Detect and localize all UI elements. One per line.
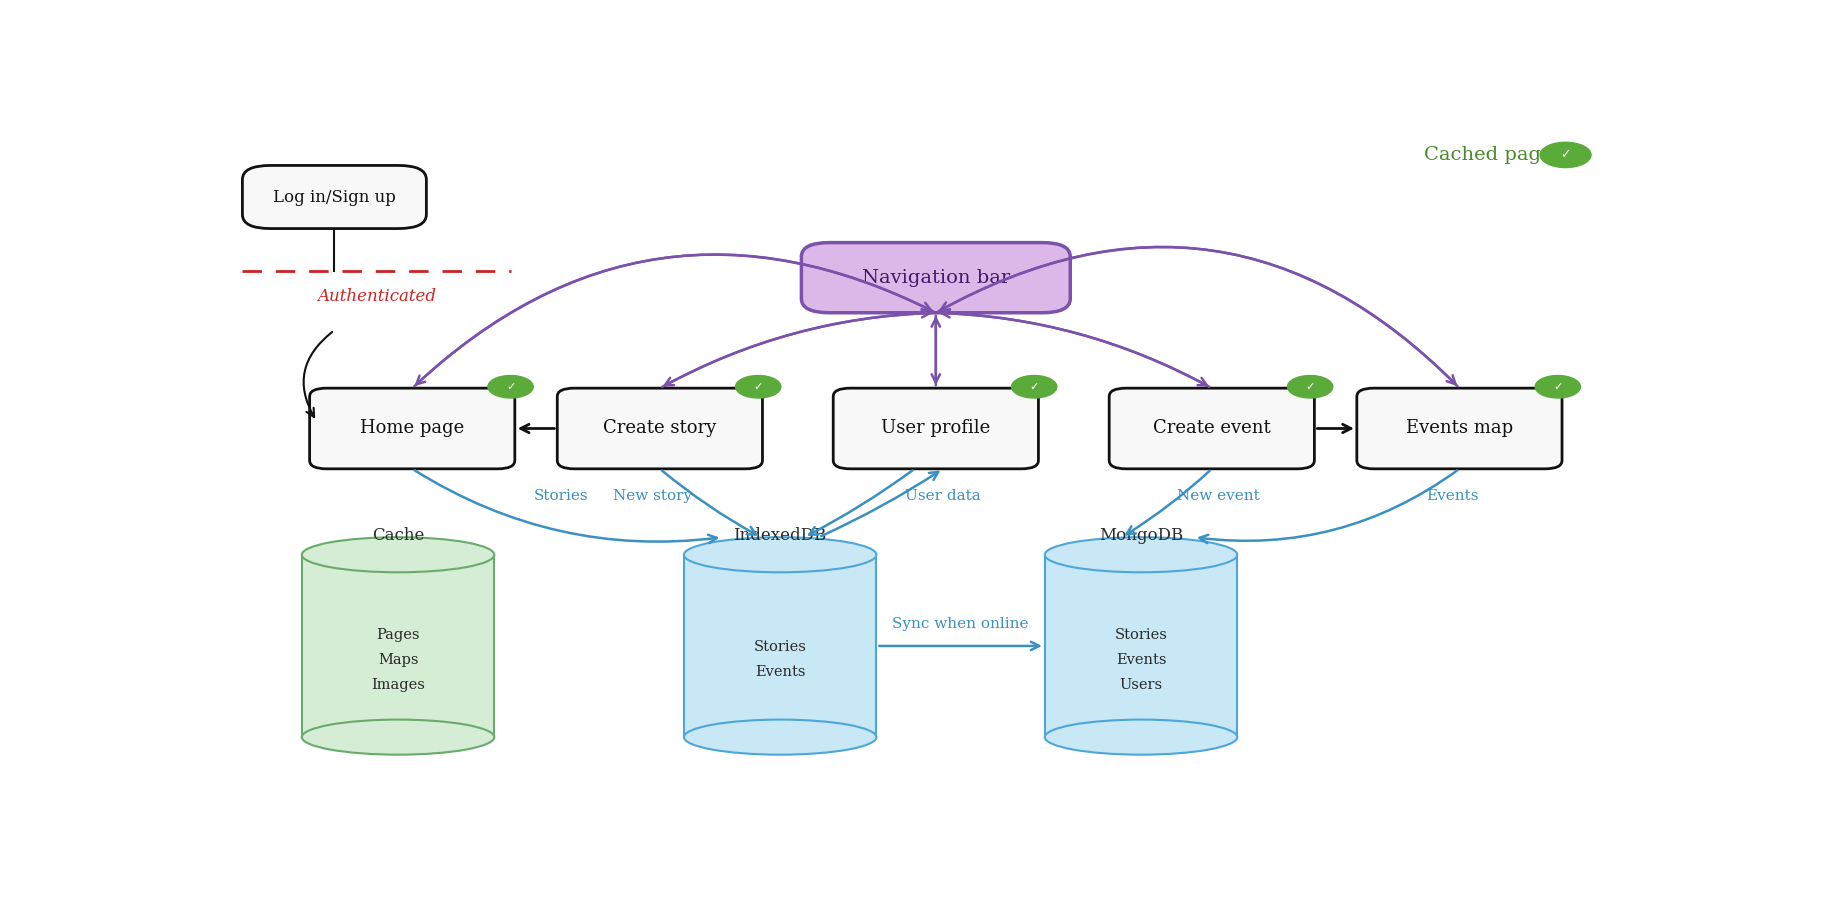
Circle shape (1539, 142, 1590, 168)
Ellipse shape (685, 720, 876, 754)
Text: Stories
Events
Users: Stories Events Users (1114, 628, 1167, 692)
Circle shape (1012, 375, 1057, 398)
FancyBboxPatch shape (833, 388, 1039, 469)
Text: Cached pages: Cached pages (1424, 146, 1563, 164)
Bar (301, 555, 495, 737)
Text: Create story: Create story (603, 419, 716, 437)
Text: ✓: ✓ (1306, 382, 1315, 392)
Text: Cache: Cache (373, 527, 424, 544)
Text: ✓: ✓ (1554, 382, 1563, 392)
Ellipse shape (685, 537, 876, 572)
FancyBboxPatch shape (1108, 388, 1315, 469)
FancyBboxPatch shape (557, 388, 763, 469)
Text: Home page: Home page (360, 419, 464, 437)
Text: ✓: ✓ (1559, 148, 1570, 161)
Text: Create event: Create event (1152, 419, 1271, 437)
Circle shape (1287, 375, 1333, 398)
Bar (1044, 555, 1238, 737)
Text: Sync when online: Sync when online (893, 618, 1028, 631)
Text: ✓: ✓ (1030, 382, 1039, 392)
Text: Stories
Events: Stories Events (754, 640, 807, 680)
Ellipse shape (1044, 537, 1238, 572)
FancyBboxPatch shape (1357, 388, 1561, 469)
Text: Stories: Stories (533, 489, 588, 504)
Circle shape (1536, 375, 1581, 398)
FancyBboxPatch shape (802, 242, 1070, 312)
Text: Events map: Events map (1406, 419, 1514, 437)
Text: Log in/Sign up: Log in/Sign up (272, 189, 396, 206)
Text: ✓: ✓ (754, 382, 763, 392)
Ellipse shape (1044, 720, 1238, 754)
FancyBboxPatch shape (310, 388, 515, 469)
Ellipse shape (301, 537, 495, 572)
Text: Navigation bar: Navigation bar (862, 269, 1010, 287)
FancyBboxPatch shape (243, 166, 427, 229)
Circle shape (736, 375, 782, 398)
Text: ✓: ✓ (506, 382, 515, 392)
Text: New story: New story (614, 489, 692, 504)
Text: MongoDB: MongoDB (1099, 527, 1183, 544)
Text: User data: User data (906, 489, 981, 504)
Text: User profile: User profile (882, 419, 990, 437)
Bar (685, 555, 876, 737)
Text: IndexedDB: IndexedDB (734, 527, 827, 544)
Text: Events: Events (1426, 489, 1479, 504)
Text: Authenticated: Authenticated (318, 288, 436, 305)
Circle shape (488, 375, 533, 398)
Text: New event: New event (1178, 489, 1260, 504)
Text: Pages
Maps
Images: Pages Maps Images (371, 628, 425, 692)
Ellipse shape (301, 720, 495, 754)
